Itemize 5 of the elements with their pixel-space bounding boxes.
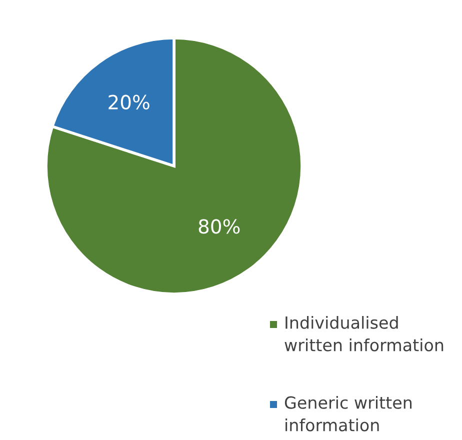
data-label: 80%: [198, 219, 240, 234]
legend-label: Individualised written information: [284, 316, 444, 352]
data-label: 20%: [108, 94, 150, 110]
legend-label: Generic written information: [284, 396, 412, 432]
pie-slice: [44, 36, 304, 296]
